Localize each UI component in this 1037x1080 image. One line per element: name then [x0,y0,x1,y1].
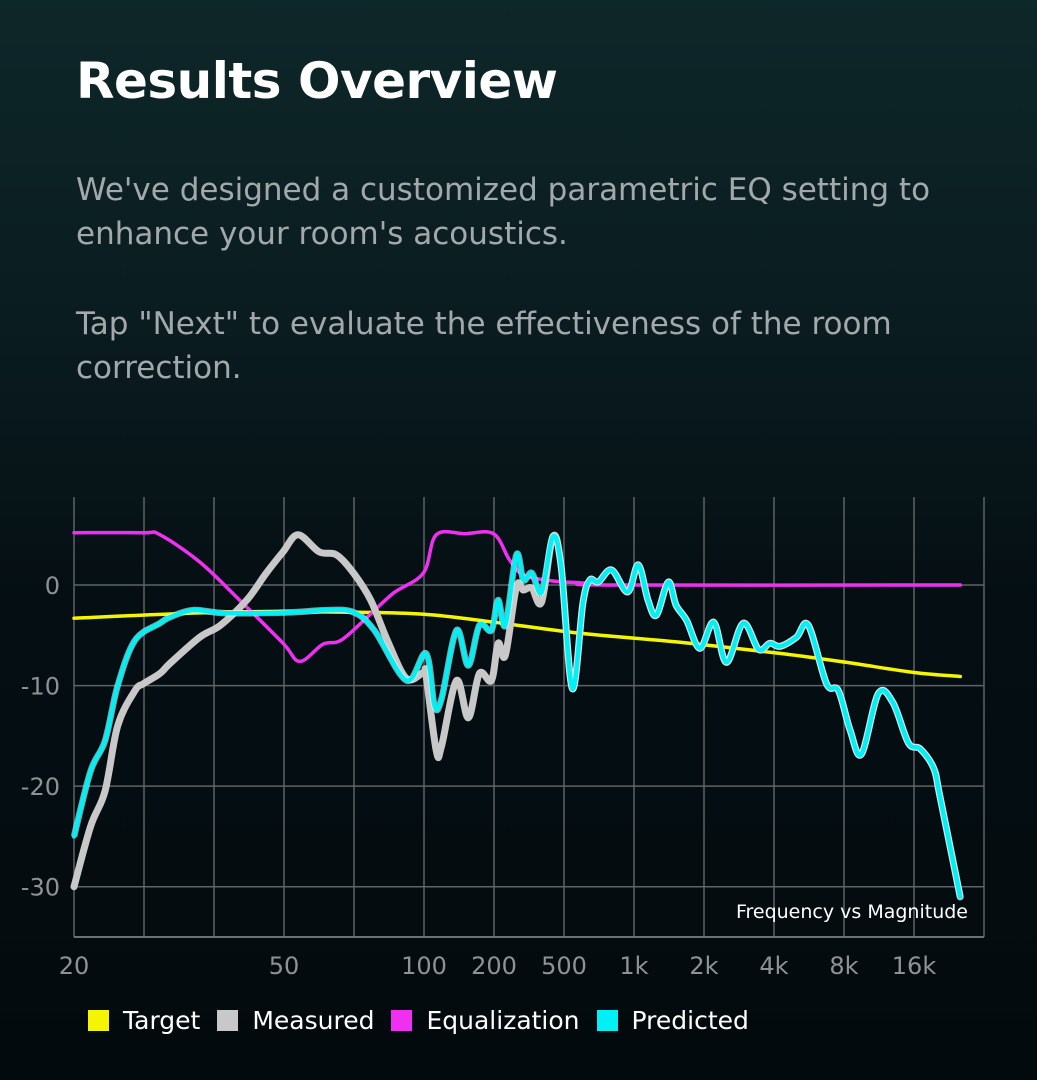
y-tick-label: 0 [45,572,60,600]
chart-title: Frequency vs Magnitude [736,901,968,923]
legend-item-equalization: Equalization [391,1006,580,1035]
legend-swatch [88,1010,109,1031]
x-tick-label: 20 [59,952,90,980]
legend-item-measured: Measured [217,1006,374,1035]
x-tick-label: 100 [401,952,447,980]
x-axis-ticks: 20 50 100 200 500 1k 2k 4k 8k 16k [59,952,937,980]
page-title: Results Overview [76,52,558,110]
legend-item-target: Target [88,1006,200,1035]
x-tick-label: 1k [619,952,648,980]
y-tick-label: -10 [21,673,60,701]
x-tick-label: 50 [269,952,300,980]
target-line [72,609,963,679]
legend-label: Predicted [631,1006,749,1035]
measured-line [70,531,964,901]
x-tick-label: 2k [689,952,718,980]
y-tick-label: -20 [21,773,60,801]
x-tick-label: 4k [759,952,788,980]
y-axis-ticks: 0 -10 -20 -30 [21,572,60,902]
legend-swatch [391,1010,413,1031]
legend-label: Equalization [426,1006,580,1035]
x-tick-label: 16k [892,952,937,980]
equalization-line [72,529,963,664]
x-tick-label: 200 [471,952,517,980]
x-tick-label: 8k [829,952,858,980]
predicted-line [71,533,963,900]
x-tick-label: 500 [541,952,587,980]
legend-item-predicted: Predicted [596,1006,749,1035]
description-text: We've designed a customized parametric E… [76,172,931,252]
legend-label: Target [123,1006,201,1035]
chart-series [70,529,964,901]
legend-label: Measured [252,1006,375,1035]
chart-legend: Target Measured Equalization Predicted [88,1006,766,1035]
legend-swatch [217,1010,239,1031]
legend-swatch [596,1010,618,1031]
y-tick-label: -30 [21,874,60,902]
instruction-text: Tap "Next" to evaluate the effectiveness… [76,306,892,386]
